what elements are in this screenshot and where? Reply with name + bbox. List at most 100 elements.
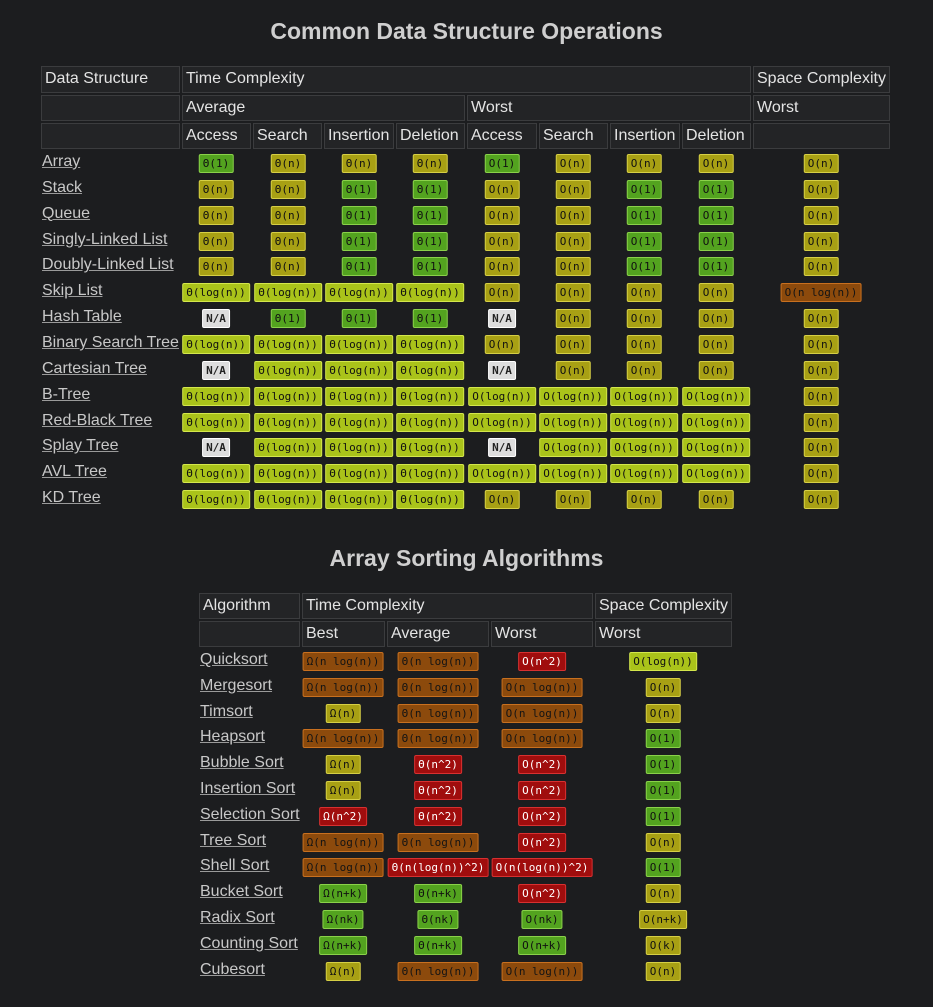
complexity-badge: O(log(n)) <box>539 386 607 406</box>
row-name-link[interactable]: AVL Tree <box>42 463 107 481</box>
complexity-badge: Θ(log(n)) <box>396 334 464 354</box>
header-op-search: Search <box>539 123 608 149</box>
complexity-badge: Θ(n+k) <box>414 935 462 955</box>
complexity-badge: O(n) <box>803 309 839 329</box>
complexity-badge: Θ(n) <box>198 179 234 199</box>
complexity-badge: O(n) <box>626 360 662 380</box>
row-name-link[interactable]: Singly-Linked List <box>42 230 168 248</box>
complexity-badge: Θ(n^2) <box>414 781 462 800</box>
complexity-badge: O(n^2) <box>518 781 566 800</box>
row-name-link[interactable]: KD Tree <box>42 489 101 507</box>
complexity-badge: O(1) <box>645 806 681 826</box>
header-op-search: Search <box>253 123 322 149</box>
complexity-badge: O(n) <box>555 257 591 277</box>
complexity-badge: Ω(n log(n)) <box>302 858 384 878</box>
complexity-badge: O(1) <box>698 205 734 225</box>
complexity-badge: O(1) <box>626 179 662 199</box>
complexity-badge: O(1) <box>698 179 734 199</box>
complexity-badge: Θ(n) <box>270 154 306 173</box>
header-blank <box>199 621 300 647</box>
complexity-badge: O(n) <box>803 412 839 432</box>
complexity-badge: Θ(n(log(n))^2) <box>387 858 489 878</box>
header-op-access: Access <box>182 123 251 149</box>
complexity-badge: O(log(n)) <box>610 412 678 432</box>
row-name-link[interactable]: Insertion Sort <box>200 780 296 797</box>
header-blank <box>753 123 890 149</box>
row-name-link[interactable]: Cubesort <box>200 960 265 978</box>
complexity-badge: Θ(1) <box>412 231 448 251</box>
complexity-badge: Θ(n) <box>198 257 234 277</box>
complexity-badge: O(1) <box>626 231 662 251</box>
row-name-link[interactable]: Radix Sort <box>200 909 275 926</box>
complexity-badge: O(n) <box>645 961 681 981</box>
row-name-link[interactable]: Quicksort <box>200 651 268 668</box>
row-name-link[interactable]: Doubly-Linked List <box>42 256 174 274</box>
header-op-deletion: Deletion <box>682 123 751 149</box>
complexity-badge: Θ(log(n)) <box>325 334 393 354</box>
row-name-link[interactable]: Mergesort <box>200 676 273 694</box>
row-name-link[interactable]: Shell Sort <box>200 857 270 875</box>
complexity-badge: O(1) <box>645 781 681 800</box>
complexity-badge: O(log(n)) <box>468 464 536 484</box>
complexity-badge: Θ(log(n)) <box>254 334 322 354</box>
row-name-link[interactable]: Stack <box>42 178 83 196</box>
complexity-badge: O(n) <box>803 179 839 199</box>
row-name-link[interactable]: Cartesian Tree <box>42 359 147 377</box>
complexity-badge: O(log(n)) <box>539 464 607 484</box>
row-name-link[interactable]: B-Tree <box>42 385 91 403</box>
complexity-badge: O(n) <box>555 360 591 380</box>
row-name-link[interactable]: Skip List <box>42 282 103 300</box>
complexity-badge: Θ(1) <box>341 257 377 277</box>
complexity-badge: Θ(log(n)) <box>396 386 464 406</box>
complexity-badge: O(n) <box>698 309 734 329</box>
complexity-badge: Θ(log(n)) <box>396 283 464 303</box>
header-time-complexity: Time Complexity <box>182 66 751 93</box>
header-space-complexity: Space Complexity <box>595 593 732 619</box>
header-op-deletion: Deletion <box>396 123 465 149</box>
complexity-badge: O(n) <box>803 231 839 251</box>
complexity-badge: Θ(n log(n)) <box>397 832 479 852</box>
complexity-badge: O(n) <box>626 334 662 354</box>
complexity-badge: O(n log(n)) <box>501 677 583 697</box>
complexity-badge: Ω(n log(n)) <box>302 652 384 671</box>
complexity-badge: O(n log(n)) <box>501 729 583 749</box>
header-op-insertion: Insertion <box>610 123 680 149</box>
row-name-link[interactable]: Binary Search Tree <box>42 333 179 351</box>
header-blank <box>41 123 180 149</box>
row-name-link[interactable]: Selection Sort <box>200 805 300 823</box>
complexity-badge: Θ(log(n)) <box>325 438 393 458</box>
complexity-badge: O(1) <box>645 858 681 878</box>
complexity-badge: O(n log(n)) <box>501 961 583 981</box>
row-name-link[interactable]: Hash Table <box>42 308 122 326</box>
row-name-link[interactable]: Red-Black Tree <box>42 411 153 429</box>
complexity-badge: O(n) <box>803 464 839 484</box>
header-average: Average <box>387 621 489 647</box>
complexity-badge: Ω(n) <box>325 755 361 775</box>
complexity-badge: O(n) <box>484 490 520 510</box>
complexity-badge: Θ(log(n)) <box>182 283 250 303</box>
row-name-link[interactable]: Bucket Sort <box>200 883 283 901</box>
complexity-badge: Θ(n log(n)) <box>397 729 479 749</box>
complexity-badge: Θ(n log(n)) <box>397 703 479 723</box>
complexity-badge: O(log(n)) <box>610 464 678 484</box>
complexity-badge: O(n) <box>555 283 591 303</box>
row-name-link[interactable]: Queue <box>42 204 91 222</box>
complexity-badge: Θ(log(n)) <box>325 386 393 406</box>
header-space-worst: Worst <box>595 621 732 647</box>
row-name-link[interactable]: Splay Tree <box>42 437 119 455</box>
complexity-badge: O(log(n)) <box>539 412 607 432</box>
row-name-link[interactable]: Heapsort <box>200 728 265 746</box>
row-name-link[interactable]: Tree Sort <box>200 831 267 849</box>
complexity-badge: O(n) <box>555 309 591 329</box>
complexity-badge: O(n) <box>555 490 591 510</box>
row-name-link[interactable]: Bubble Sort <box>200 754 284 772</box>
row-name-link[interactable]: Counting Sort <box>200 934 298 952</box>
row-name-link[interactable]: Array <box>42 153 81 170</box>
complexity-badge: Ω(n) <box>325 961 361 981</box>
complexity-badge: O(n log(n)) <box>501 703 583 723</box>
data-structures-title: Common Data Structure Operations <box>270 18 663 44</box>
row-name-link[interactable]: Timsort <box>200 702 253 720</box>
complexity-badge: Θ(n^2) <box>414 806 462 826</box>
complexity-badge: Θ(n log(n)) <box>397 677 479 697</box>
complexity-badge: O(n) <box>555 179 591 199</box>
